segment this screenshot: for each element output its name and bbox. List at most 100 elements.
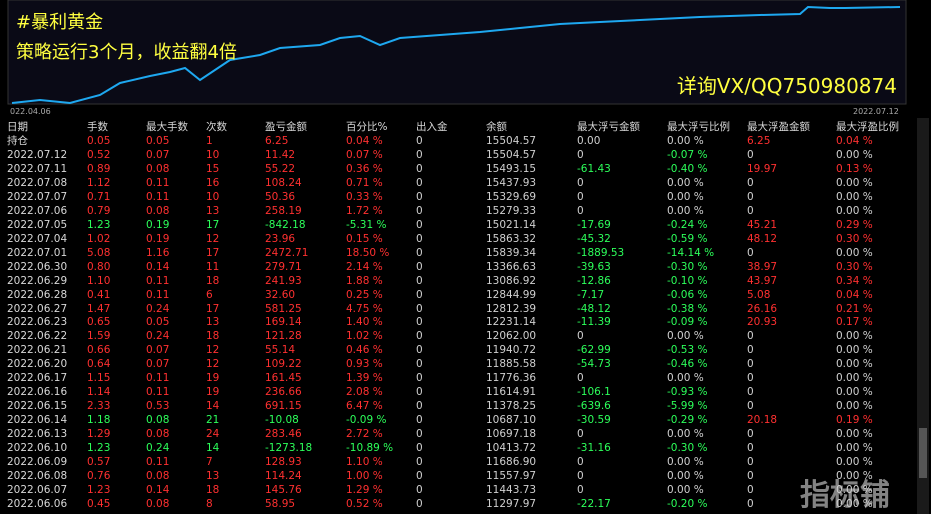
table-cell: 15329.69 (486, 190, 537, 203)
table-cell: 0.46 % (346, 344, 383, 357)
row-date: 2022.06.21 (7, 344, 68, 357)
table-cell: 12844.99 (486, 288, 537, 301)
table-cell: 241.93 (265, 274, 302, 287)
column-header: 最大浮盈比例 (836, 121, 899, 133)
row-date: 2022.06.30 (7, 260, 68, 273)
table-cell: 0.89 (87, 162, 111, 175)
table-cell: 0.00 % (667, 330, 704, 343)
table-cell: 19 (206, 372, 220, 385)
table-cell: 32.60 (265, 288, 296, 301)
table-cell: 1.39 % (346, 372, 383, 385)
table-cell: 258.19 (265, 204, 302, 217)
table-cell: 0.34 % (836, 274, 873, 287)
table-cell: 50.36 (265, 190, 296, 203)
watermark: 指标铺 (800, 478, 890, 513)
row-date: 2022.06.14 (7, 414, 68, 427)
table-cell: 1.29 (87, 428, 111, 441)
table-cell: 0 (577, 148, 584, 161)
table-cell: 0.45 (87, 497, 111, 510)
table-cell: 0 (416, 190, 423, 203)
table-cell: 6.25 (265, 135, 289, 147)
table-cell: 236.66 (265, 386, 302, 399)
table-cell: 691.15 (265, 400, 302, 413)
table-cell: 11378.25 (486, 400, 537, 413)
table-cell: 10 (206, 190, 220, 203)
table-cell: 11885.58 (486, 358, 537, 371)
table-cell: 1.72 % (346, 204, 383, 217)
scrollbar[interactable] (917, 118, 929, 514)
table-cell: -0.06 % (667, 288, 708, 301)
equity-curve (11, 5, 901, 105)
table-cell: 0 (416, 204, 423, 217)
table-cell: 0.36 % (346, 162, 383, 175)
table-cell: 12062.00 (486, 330, 537, 343)
table-cell: 14 (206, 442, 220, 455)
table-cell: 0 (416, 497, 423, 510)
table-cell: 0 (747, 400, 754, 413)
table-cell: 161.45 (265, 372, 302, 385)
row-date: 2022.06.28 (7, 288, 68, 301)
table-cell: 0.00 % (836, 176, 873, 189)
table-cell: 0.00 % (836, 428, 873, 441)
table-cell: 0 (577, 204, 584, 217)
table-cell: 0.00 % (667, 204, 704, 217)
table-cell: 15437.93 (486, 176, 537, 189)
row-date: 2022.07.01 (7, 246, 68, 259)
row-date: 2022.06.15 (7, 400, 68, 413)
table-cell: 0.00 % (836, 400, 873, 413)
table-cell: 13 (206, 316, 220, 329)
column-header: 最大手数 (146, 121, 188, 133)
table-cell: 0 (416, 358, 423, 371)
table-cell: 0.76 (87, 470, 111, 483)
table-cell: 0.11 (146, 372, 170, 385)
table-cell: 0 (416, 400, 423, 413)
table-cell: 0.25 % (346, 288, 383, 301)
table-cell: 0 (416, 218, 423, 231)
table-cell: 0.13 % (836, 162, 873, 175)
table-cell: 20.93 (747, 316, 778, 329)
table-cell: 0 (747, 344, 754, 357)
row-date: 2022.06.07 (7, 484, 68, 496)
table-cell: -31.16 (577, 442, 611, 455)
table-cell: 0 (416, 456, 423, 469)
table-cell: 0.00 % (836, 344, 873, 357)
table-cell: 0.00 (577, 135, 601, 147)
table-cell: 11 (206, 260, 220, 273)
table-cell: 48.12 (747, 232, 778, 245)
table-cell: 12 (206, 358, 220, 371)
table-cell: 0.00 % (667, 456, 704, 469)
table-cell: 19.97 (747, 162, 778, 175)
table-cell: 1.00 % (346, 470, 383, 483)
table-cell: 11940.72 (486, 344, 537, 357)
table-cell: 19 (206, 386, 220, 399)
table-cell: 15 (206, 162, 220, 175)
table-cell: 55.22 (265, 162, 296, 175)
table-cell: 15021.14 (486, 218, 537, 231)
table-cell: 1.12 (87, 176, 111, 189)
table-cell: 0.00 % (836, 148, 873, 161)
table-cell: 145.76 (265, 484, 302, 496)
table-cell: 0.52 % (346, 497, 383, 510)
end-date: 2022.07.12 (853, 107, 899, 116)
table-cell: 15504.57 (486, 135, 537, 147)
table-cell: 0 (747, 148, 754, 161)
table-cell: 12812.39 (486, 302, 537, 315)
table-cell: 1.10 % (346, 456, 383, 469)
table-cell: 0 (416, 274, 423, 287)
table-cell: 0 (747, 190, 754, 203)
table-cell: 0.00 % (667, 190, 704, 203)
table-cell: 0.08 (146, 470, 170, 483)
equity-panel (7, 0, 907, 105)
table-cell: 1.29 % (346, 484, 383, 496)
table-cell: 0.93 % (346, 358, 383, 371)
table-cell: 0.24 (146, 330, 170, 343)
table-cell: 1.23 (87, 218, 111, 231)
row-date: 2022.06.23 (7, 316, 68, 329)
table-cell: 121.28 (265, 330, 302, 343)
scroll-thumb[interactable] (919, 428, 927, 478)
table-cell: -45.32 (577, 232, 611, 245)
table-cell: -0.93 % (667, 386, 708, 399)
table-cell: 0.05 (146, 316, 170, 329)
table-cell: 0.07 (146, 344, 170, 357)
